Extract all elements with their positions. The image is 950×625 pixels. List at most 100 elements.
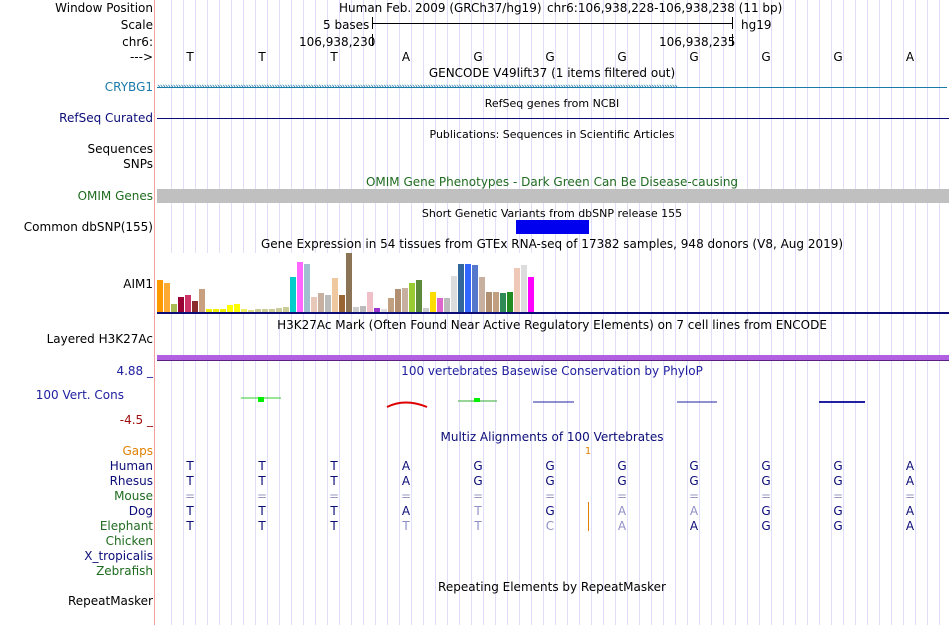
gtex-tissue-bar[interactable] <box>423 308 429 313</box>
gtex-tissue-bar[interactable] <box>311 297 317 313</box>
gtex-tissue-bar[interactable] <box>416 280 422 313</box>
gtex-tissue-bar[interactable] <box>521 265 527 313</box>
multiz-species-label[interactable]: Dog <box>128 504 153 518</box>
gencode-track-label[interactable]: CRYBG1 <box>104 80 153 94</box>
gtex-track-title[interactable]: Gene Expression in 54 tissues from GTEx … <box>260 237 844 251</box>
multiz-species-label[interactable]: Elephant <box>99 519 153 533</box>
phylop-peak-1-marker <box>258 397 264 402</box>
gtex-tissue-bar[interactable] <box>164 283 170 313</box>
phylop-track-label[interactable]: 100 Vert. Cons <box>35 388 124 402</box>
gtex-tissue-bar[interactable] <box>262 309 268 313</box>
gtex-tissue-bar[interactable] <box>402 288 408 313</box>
omim-track-label[interactable]: OMIM Genes <box>77 189 153 203</box>
phylop-plot[interactable] <box>157 392 949 412</box>
gtex-tissue-bar[interactable] <box>304 264 310 313</box>
dbsnp-track-label[interactable]: Common dbSNP(155) <box>23 220 153 234</box>
dbsnp-track-title[interactable]: Short Genetic Variants from dbSNP releas… <box>421 207 683 220</box>
gtex-tissue-bar[interactable] <box>269 309 275 313</box>
gtex-tissue-bar[interactable] <box>479 277 485 313</box>
h3k27ac-track-label[interactable]: Layered H3K27Ac <box>46 332 153 346</box>
dbsnp-variant[interactable] <box>516 220 589 234</box>
multiz-species-label[interactable]: Human <box>109 459 153 473</box>
gtex-tissue-bar[interactable] <box>220 309 226 313</box>
multiz-species-label[interactable]: Mouse <box>114 489 153 503</box>
gtex-tissue-bar[interactable] <box>430 292 436 313</box>
refseq-track-label[interactable]: RefSeq Curated <box>59 111 153 125</box>
gtex-tissue-bar[interactable] <box>493 292 499 313</box>
gtex-tissue-bar[interactable] <box>444 298 450 313</box>
multiz-species-label[interactable]: X_tropicalis <box>84 549 153 563</box>
multiz-base: A <box>617 504 627 518</box>
position-readout[interactable]: chr6:106,938,228-106,938,238 (11 bp) <box>547 1 783 15</box>
refseq-gene-line[interactable] <box>157 118 949 119</box>
repeatmasker-track-label[interactable]: RepeatMasker <box>67 594 153 608</box>
multiz-base: G <box>545 504 555 518</box>
gtex-tissue-bar[interactable] <box>339 295 345 313</box>
gtex-tissue-bar[interactable] <box>346 253 352 313</box>
gtex-tissue-bar[interactable] <box>318 293 324 313</box>
gtex-tissue-bar[interactable] <box>500 293 506 313</box>
gtex-tissue-bar[interactable] <box>199 289 205 313</box>
gtex-tissue-bar[interactable] <box>472 265 478 313</box>
gtex-baseline <box>157 312 949 314</box>
repeatmasker-track-title[interactable]: Repeating Elements by RepeatMasker <box>438 580 666 594</box>
refseq-track-title[interactable]: RefSeq genes from NCBI <box>484 97 620 110</box>
gtex-tissue-bar[interactable] <box>248 310 254 313</box>
multiz-base: G <box>833 459 843 473</box>
h3k27ac-track-title[interactable]: H3K27Ac Mark (Often Found Near Active Re… <box>277 318 827 332</box>
gtex-tissue-bar[interactable] <box>157 280 163 313</box>
gtex-tissue-bar[interactable] <box>297 262 303 313</box>
multiz-base: A <box>401 504 411 518</box>
gtex-tissue-bar[interactable] <box>255 309 261 313</box>
gencode-gene-feature[interactable]: ››››››››››››››››››››››››››››››››››››››››… <box>157 81 947 93</box>
multiz-species-label[interactable]: Chicken <box>105 534 153 548</box>
gencode-track-title[interactable]: GENCODE V49lift37 (1 items filtered out) <box>428 66 676 80</box>
publications-track-title[interactable]: Publications: Sequences in Scientific Ar… <box>429 128 675 141</box>
gtex-tissue-bar[interactable] <box>360 306 366 313</box>
h3k27ac-signal[interactable] <box>157 355 949 360</box>
gtex-tissue-bar[interactable] <box>227 305 233 313</box>
gtex-track-label[interactable]: AIM1 <box>123 277 153 291</box>
gtex-tissue-bar[interactable] <box>465 264 471 313</box>
gtex-tissue-bar[interactable] <box>409 283 415 313</box>
gtex-tissue-bar[interactable] <box>528 277 534 313</box>
gtex-tissue-bar[interactable] <box>437 298 443 313</box>
multiz-species-label[interactable]: Rhesus <box>109 474 153 488</box>
gtex-tissue-bar[interactable] <box>178 297 184 313</box>
gtex-tissue-bar[interactable] <box>185 295 191 313</box>
publications-label-sequences[interactable]: Sequences <box>87 142 153 156</box>
gtex-bar-area[interactable] <box>157 253 537 313</box>
multiz-track-title[interactable]: Multiz Alignments of 100 Vertebrates <box>440 430 664 444</box>
gtex-tissue-bar[interactable] <box>486 292 492 313</box>
gtex-tissue-bar[interactable] <box>451 276 457 313</box>
omim-feature-bar[interactable] <box>157 189 949 203</box>
omim-track-title[interactable]: OMIM Gene Phenotypes - Dark Green Can Be… <box>365 175 739 189</box>
gtex-tissue-bar[interactable] <box>388 298 394 313</box>
gtex-tissue-bar[interactable] <box>192 301 198 313</box>
multiz-base: T <box>330 474 338 488</box>
gtex-tissue-bar[interactable] <box>395 289 401 313</box>
gtex-tissue-bar[interactable] <box>367 292 373 313</box>
publications-label-snps[interactable]: SNPs <box>123 157 153 171</box>
gtex-tissue-bar[interactable] <box>283 307 289 313</box>
multiz-base: T <box>258 474 266 488</box>
gtex-tissue-bar[interactable] <box>234 304 240 313</box>
gtex-tissue-bar[interactable] <box>381 309 387 313</box>
gtex-tissue-bar[interactable] <box>332 278 338 313</box>
gtex-tissue-bar[interactable] <box>206 309 212 313</box>
ruler-base: A <box>905 50 915 64</box>
gtex-tissue-bar[interactable] <box>353 307 359 313</box>
gtex-tissue-bar[interactable] <box>374 308 380 313</box>
multiz-species-label[interactable]: Zebrafish <box>96 564 153 578</box>
gtex-tissue-bar[interactable] <box>276 308 282 313</box>
gtex-tissue-bar[interactable] <box>213 309 219 313</box>
gtex-tissue-bar[interactable] <box>171 304 177 313</box>
gtex-tissue-bar[interactable] <box>458 264 464 313</box>
gtex-tissue-bar[interactable] <box>514 268 520 313</box>
gtex-tissue-bar[interactable] <box>325 295 331 313</box>
multiz-base: = <box>760 489 772 503</box>
gtex-tissue-bar[interactable] <box>507 292 513 313</box>
gtex-tissue-bar[interactable] <box>241 309 247 313</box>
gtex-tissue-bar[interactable] <box>290 277 296 313</box>
phylop-track-title[interactable]: 100 vertebrates Basewise Conservation by… <box>401 364 703 378</box>
